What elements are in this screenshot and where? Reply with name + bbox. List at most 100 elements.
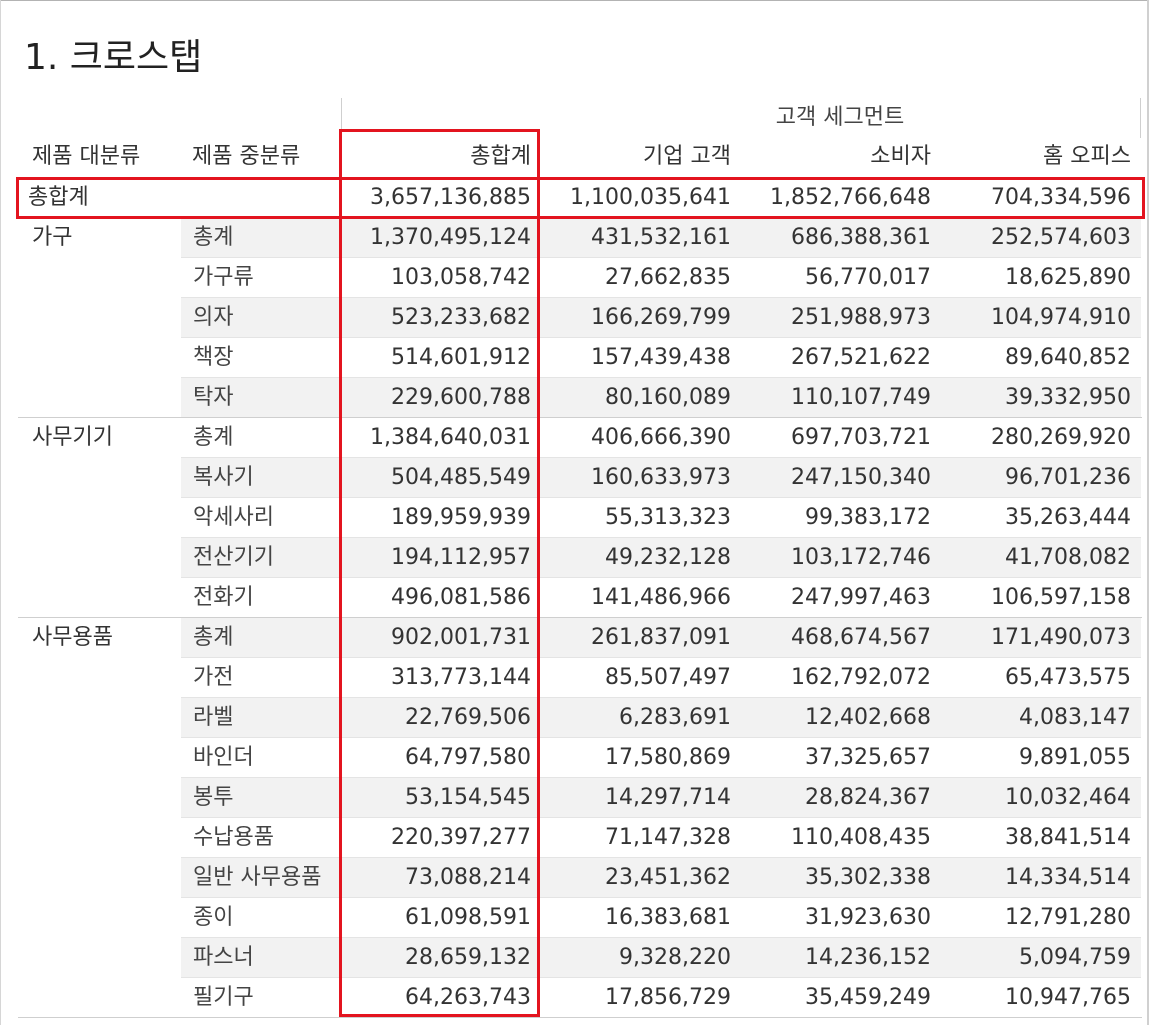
table-cell[interactable]: 53,154,545 bbox=[405, 785, 531, 810]
table-cell[interactable]: 267,521,622 bbox=[791, 345, 931, 370]
table-cell[interactable]: 247,150,340 bbox=[791, 465, 931, 490]
table-cell[interactable]: 110,408,435 bbox=[791, 825, 931, 850]
table-cell[interactable]: 35,263,444 bbox=[1005, 505, 1131, 530]
table-cell[interactable]: 1,384,640,031 bbox=[370, 425, 531, 450]
table-cell[interactable]: 39,332,950 bbox=[1005, 385, 1131, 410]
table-cell[interactable]: 160,633,973 bbox=[591, 465, 731, 490]
row-separator bbox=[181, 777, 1141, 778]
table-cell[interactable]: 12,791,280 bbox=[1005, 905, 1131, 930]
table-cell[interactable]: 9,328,220 bbox=[619, 945, 731, 970]
window-left-border bbox=[0, 0, 1, 1025]
table-cell[interactable]: 110,107,749 bbox=[791, 385, 931, 410]
table-cell[interactable]: 85,507,497 bbox=[605, 665, 731, 690]
table-cell[interactable]: 71,147,328 bbox=[605, 825, 731, 850]
table-cell[interactable]: 12,402,668 bbox=[805, 705, 931, 730]
column-header-0[interactable]: 총합계 bbox=[470, 144, 531, 169]
table-cell[interactable]: 9,891,055 bbox=[1019, 745, 1131, 770]
subcategory-label: 봉투 bbox=[193, 785, 234, 810]
table-cell[interactable]: 28,824,367 bbox=[805, 785, 931, 810]
table-cell[interactable]: 49,232,128 bbox=[605, 545, 731, 570]
table-cell[interactable]: 171,490,073 bbox=[991, 625, 1131, 650]
table-cell[interactable]: 16,383,681 bbox=[605, 905, 731, 930]
table-cell[interactable]: 1,370,495,124 bbox=[370, 225, 531, 250]
table-cell[interactable]: 252,574,603 bbox=[991, 225, 1131, 250]
table-cell[interactable]: 10,032,464 bbox=[1005, 785, 1131, 810]
table-cell[interactable]: 64,797,580 bbox=[405, 745, 531, 770]
table-cell[interactable]: 514,601,912 bbox=[391, 345, 531, 370]
table-cell[interactable]: 251,988,973 bbox=[791, 305, 931, 330]
table-cell[interactable]: 22,769,506 bbox=[405, 705, 531, 730]
table-cell[interactable]: 686,388,361 bbox=[791, 225, 931, 250]
table-cell[interactable]: 14,334,514 bbox=[1005, 865, 1131, 890]
table-cell[interactable]: 31,923,630 bbox=[805, 905, 931, 930]
table-cell[interactable]: 14,236,152 bbox=[805, 945, 931, 970]
table-cell[interactable]: 106,597,158 bbox=[991, 585, 1131, 610]
table-cell[interactable]: 141,486,966 bbox=[591, 585, 731, 610]
table-cell[interactable]: 5,094,759 bbox=[1019, 945, 1131, 970]
table-cell[interactable]: 17,580,869 bbox=[605, 745, 731, 770]
table-cell[interactable]: 103,058,742 bbox=[391, 265, 531, 290]
table-cell[interactable]: 523,233,682 bbox=[391, 305, 531, 330]
table-cell[interactable]: 162,792,072 bbox=[791, 665, 931, 690]
grand-total-value[interactable]: 1,100,035,641 bbox=[570, 185, 731, 210]
table-cell[interactable]: 99,383,172 bbox=[805, 505, 931, 530]
table-cell[interactable]: 496,081,586 bbox=[391, 585, 531, 610]
segment-group-header: 고객 세그먼트 bbox=[775, 105, 905, 130]
table-cell[interactable]: 37,325,657 bbox=[805, 745, 931, 770]
table-cell[interactable]: 431,532,161 bbox=[591, 225, 731, 250]
table-cell[interactable]: 189,959,939 bbox=[391, 505, 531, 530]
table-cell[interactable]: 80,160,089 bbox=[605, 385, 731, 410]
table-cell[interactable]: 17,856,729 bbox=[605, 985, 731, 1010]
table-cell[interactable]: 23,451,362 bbox=[605, 865, 731, 890]
table-cell[interactable]: 697,703,721 bbox=[791, 425, 931, 450]
table-cell[interactable]: 14,297,714 bbox=[605, 785, 731, 810]
table-cell[interactable]: 280,269,920 bbox=[991, 425, 1131, 450]
table-cell[interactable]: 4,083,147 bbox=[1019, 705, 1131, 730]
subcategory-label: 라벨 bbox=[193, 705, 234, 730]
table-cell[interactable]: 28,659,132 bbox=[405, 945, 531, 970]
column-header-2[interactable]: 소비자 bbox=[870, 144, 931, 169]
window-right-border bbox=[1147, 0, 1149, 1025]
table-cell[interactable]: 468,674,567 bbox=[791, 625, 931, 650]
subcategory-label: 파스너 bbox=[193, 945, 254, 970]
table-cell[interactable]: 194,112,957 bbox=[391, 545, 531, 570]
table-cell[interactable]: 6,283,691 bbox=[619, 705, 731, 730]
table-cell[interactable]: 35,302,338 bbox=[805, 865, 931, 890]
table-cell[interactable]: 61,098,591 bbox=[405, 905, 531, 930]
table-cell[interactable]: 96,701,236 bbox=[1005, 465, 1131, 490]
table-cell[interactable]: 220,397,277 bbox=[391, 825, 531, 850]
table-cell[interactable]: 261,837,091 bbox=[591, 625, 731, 650]
table-cell[interactable]: 157,439,438 bbox=[591, 345, 731, 370]
row-separator bbox=[181, 377, 1141, 378]
table-cell[interactable]: 229,600,788 bbox=[391, 385, 531, 410]
subcategory-label: 악세사리 bbox=[193, 505, 274, 530]
table-cell[interactable]: 55,313,323 bbox=[605, 505, 731, 530]
row-separator bbox=[181, 697, 1141, 698]
table-cell[interactable]: 38,841,514 bbox=[1005, 825, 1131, 850]
table-cell[interactable]: 65,473,575 bbox=[1005, 665, 1131, 690]
grand-total-value[interactable]: 3,657,136,885 bbox=[370, 185, 531, 210]
table-cell[interactable]: 247,997,463 bbox=[791, 585, 931, 610]
table-cell[interactable]: 406,666,390 bbox=[591, 425, 731, 450]
table-cell[interactable]: 18,625,890 bbox=[1005, 265, 1131, 290]
table-cell[interactable]: 313,773,144 bbox=[391, 665, 531, 690]
table-cell[interactable]: 89,640,852 bbox=[1005, 345, 1131, 370]
table-cell[interactable]: 35,459,249 bbox=[805, 985, 931, 1010]
table-cell[interactable]: 64,263,743 bbox=[405, 985, 531, 1010]
table-cell[interactable]: 166,269,799 bbox=[591, 305, 731, 330]
table-cell[interactable]: 73,088,214 bbox=[405, 865, 531, 890]
table-cell[interactable]: 902,001,731 bbox=[391, 625, 531, 650]
table-cell[interactable]: 103,172,746 bbox=[791, 545, 931, 570]
table-cell[interactable]: 56,770,017 bbox=[805, 265, 931, 290]
table-cell[interactable]: 104,974,910 bbox=[991, 305, 1131, 330]
table-cell[interactable]: 27,662,835 bbox=[605, 265, 731, 290]
table-cell[interactable]: 10,947,765 bbox=[1005, 985, 1131, 1010]
grand-total-value[interactable]: 1,852,766,648 bbox=[770, 185, 931, 210]
row-separator bbox=[181, 577, 1141, 578]
grand-total-value[interactable]: 704,334,596 bbox=[991, 185, 1131, 210]
column-header-1[interactable]: 기업 고객 bbox=[643, 144, 731, 169]
table-cell[interactable]: 41,708,082 bbox=[1005, 545, 1131, 570]
table-cell[interactable]: 504,485,549 bbox=[391, 465, 531, 490]
subcategory-label: 수납용품 bbox=[193, 825, 274, 850]
column-header-3[interactable]: 홈 오피스 bbox=[1043, 144, 1131, 169]
